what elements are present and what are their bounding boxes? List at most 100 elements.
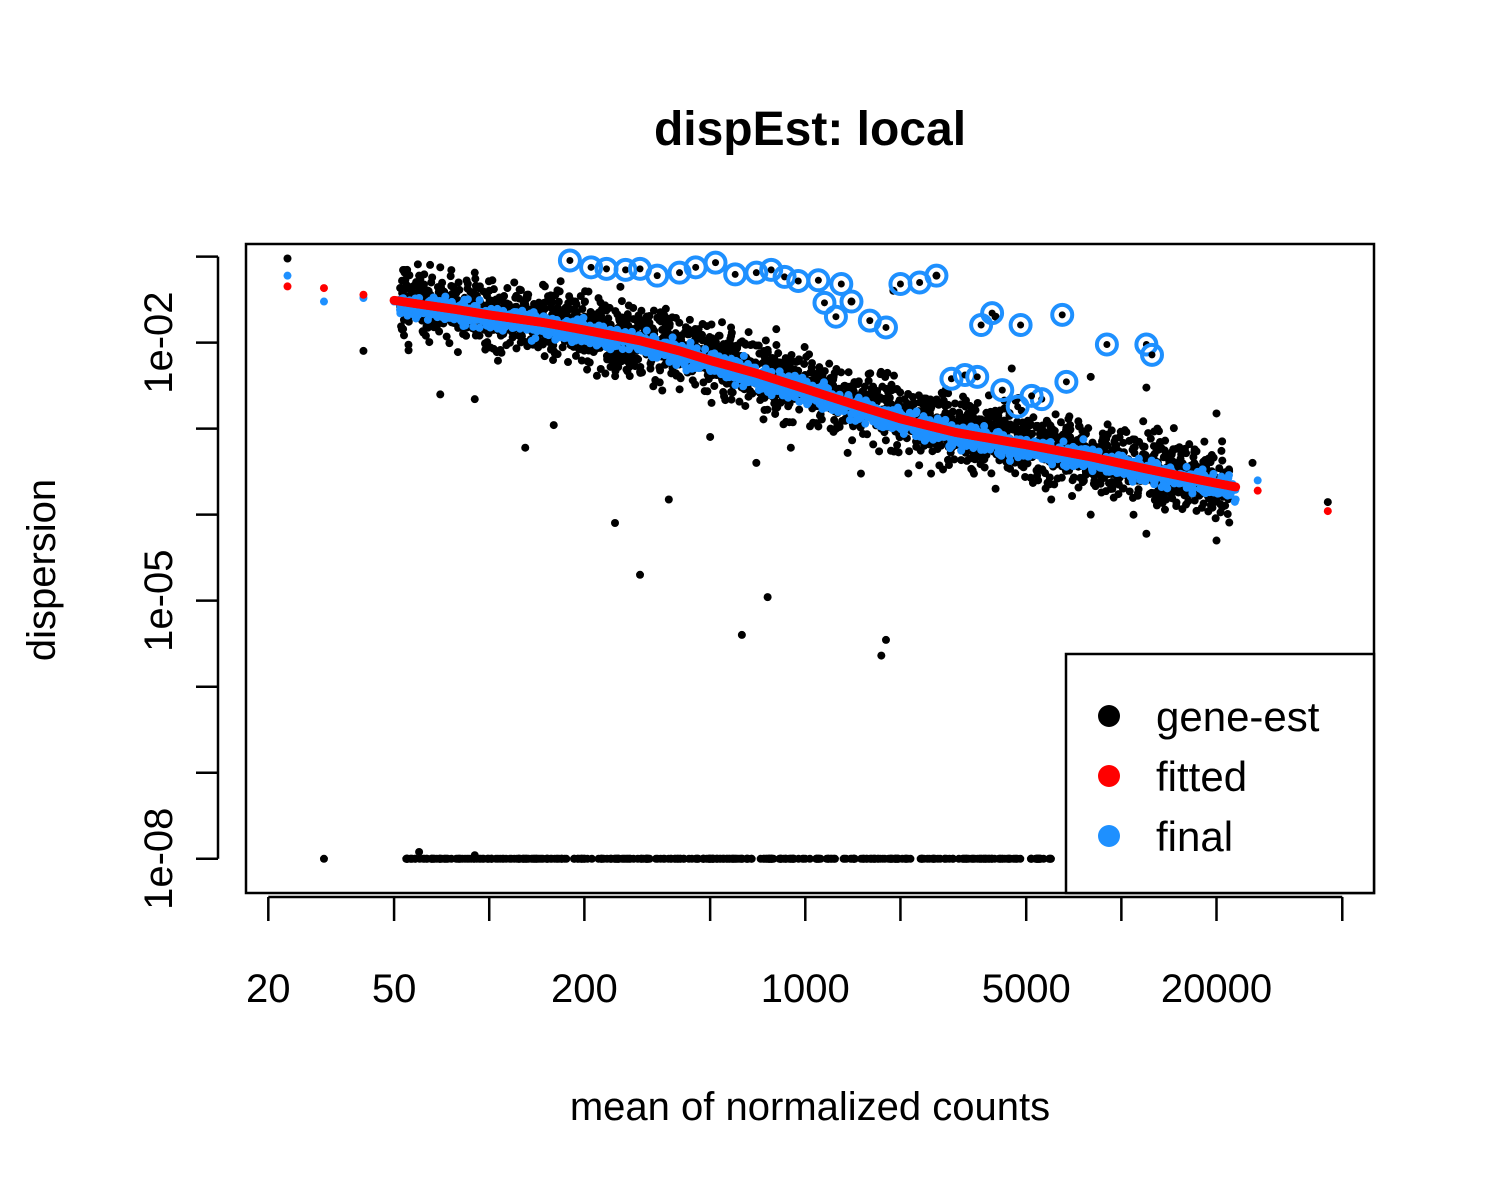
gene-est-point [944, 400, 953, 409]
gene-est-point [655, 363, 664, 372]
gene-est-point [583, 365, 592, 374]
gene-est-point [565, 292, 574, 301]
gene-est-point [771, 409, 780, 418]
gene-est-point [848, 436, 857, 445]
gene-est-point [1046, 421, 1055, 430]
gene-est-point [578, 305, 587, 314]
gene-est-point [1032, 423, 1041, 432]
gene-est-point [1050, 480, 1059, 489]
gene-est-point [636, 570, 645, 579]
gene-est-point [403, 265, 412, 274]
y-tick-label: 1e-08 [137, 808, 181, 910]
gene-est-point [973, 398, 982, 407]
gene-est-point [718, 318, 727, 327]
gene-est-point [850, 854, 859, 863]
gene-est-point [454, 278, 463, 287]
gene-est-point [923, 854, 932, 863]
gene-est-point [969, 854, 978, 863]
gene-est-point [775, 359, 784, 368]
gene-est-point [521, 443, 530, 452]
gene-est-point [914, 391, 923, 400]
gene-est-point [944, 460, 953, 469]
gene-est-point [891, 854, 900, 863]
gene-est-point [415, 847, 424, 856]
gene-est-point [606, 362, 615, 371]
gene-est-point [510, 278, 519, 287]
gene-est-point [685, 315, 694, 324]
gene-est-point [713, 854, 722, 863]
gene-est-point [590, 311, 599, 320]
gene-est-point [875, 447, 884, 456]
gene-est-point [675, 385, 684, 394]
gene-est-point [571, 351, 580, 360]
gene-est-point [1212, 536, 1221, 545]
gene-est-point [706, 432, 715, 441]
x-tick-label: 20 [246, 967, 291, 1011]
gene-est-point [963, 409, 972, 418]
final-point [1182, 462, 1191, 471]
gene-est-point [436, 390, 445, 399]
gene-est-point [540, 352, 549, 361]
gene-est-point [719, 388, 728, 397]
gene-est-point [987, 469, 996, 478]
gene-est-point [485, 286, 494, 295]
gene-est-point [881, 373, 890, 382]
gene-est-point [1146, 434, 1155, 443]
gene-est-point [521, 300, 530, 309]
gene-est-point [538, 340, 547, 349]
gene-est-point [519, 854, 528, 863]
gene-est-point [1133, 491, 1142, 500]
gene-est-point [1006, 464, 1015, 473]
gene-est-point [675, 318, 684, 327]
final-point [911, 432, 920, 441]
gene-est-point [649, 306, 658, 315]
gene-est-point [1199, 499, 1208, 508]
gene-est-point [1172, 501, 1181, 510]
gene-est-point [558, 343, 567, 352]
gene-est-point [1075, 422, 1084, 431]
gene-est-point [497, 348, 506, 357]
gene-est-point [655, 378, 664, 387]
gene-est-point [434, 288, 443, 297]
gene-est-point [1165, 456, 1174, 465]
gene-est-point [856, 469, 865, 478]
gene-est-point [966, 415, 975, 424]
gene-est-point [1218, 437, 1227, 446]
gene-est-point [832, 365, 841, 374]
gene-est-point [1041, 469, 1050, 478]
gene-est-point [419, 288, 428, 297]
gene-est-point [470, 268, 479, 277]
y-tick-label: 1e-05 [137, 550, 181, 652]
gene-est-point [887, 399, 896, 408]
gene-est-point [549, 356, 558, 365]
gene-est-point [714, 331, 723, 340]
gene-est-point [404, 340, 413, 349]
gene-est-point [999, 421, 1008, 430]
gene-est-point [788, 418, 797, 427]
gene-est-point [1115, 433, 1124, 442]
gene-est-point [626, 854, 635, 863]
gene-est-point [877, 651, 886, 660]
final-point [531, 334, 540, 343]
y-axis: 1e-08 1e-05 1e-02 [137, 255, 220, 910]
gene-est-point [1215, 464, 1224, 473]
y-tick-label: 1e-02 [137, 291, 181, 393]
gene-est-point [772, 341, 781, 350]
gene-est-point [971, 406, 980, 415]
gene-est-point [412, 278, 421, 287]
x-tick-label: 200 [551, 967, 618, 1011]
final-point [470, 315, 479, 324]
gene-est-point [636, 368, 645, 377]
gene-est-point [602, 306, 611, 315]
gene-est-point [794, 356, 803, 365]
gene-est-point [970, 455, 979, 464]
gene-est-point [399, 325, 408, 334]
gene-est-point [960, 854, 969, 863]
gene-est-point [552, 854, 561, 863]
gene-est-point [895, 396, 904, 405]
gene-est-point [594, 294, 603, 303]
gene-est-point [748, 340, 757, 349]
gene-est-point [447, 282, 456, 291]
gene-est-point [636, 317, 645, 326]
gene-est-point [1185, 440, 1194, 449]
